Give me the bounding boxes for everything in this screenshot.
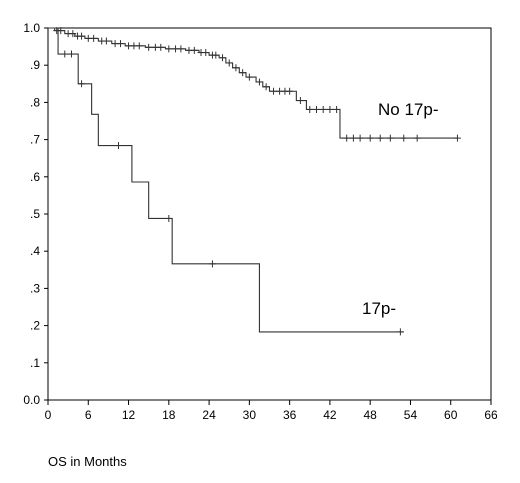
x-tick-label: 36 (283, 408, 297, 422)
survival-curve (48, 27, 404, 333)
x-tick-label: 54 (404, 408, 418, 422)
y-tick-label: .1 (30, 356, 40, 370)
censor-mark (67, 50, 75, 58)
x-tick-label: 18 (162, 408, 176, 422)
censor-mark (78, 80, 86, 88)
censor-mark (212, 51, 220, 59)
censor-mark (386, 134, 394, 142)
censor-mark (225, 59, 233, 67)
censor-mark (396, 328, 404, 336)
x-axis-title: OS in Months (48, 454, 127, 469)
y-tick-label: .4 (30, 244, 40, 258)
censor-mark (262, 83, 270, 91)
y-axis-ticks: 0.0 .1 .2 .3 .4 .5 .6 .7 .8 .9 1.0 (23, 21, 48, 407)
censor-mark (333, 105, 341, 113)
censor-mark (208, 260, 216, 268)
censor-mark (245, 73, 253, 81)
y-tick-label: .8 (30, 95, 40, 109)
x-tick-label: 30 (243, 408, 257, 422)
x-tick-label: 42 (323, 408, 337, 422)
censor-mark (296, 97, 304, 105)
censor-mark (413, 134, 421, 142)
censor-mark (376, 134, 384, 142)
y-tick-label: .6 (30, 170, 40, 184)
censor-mark (69, 30, 77, 38)
censor-mark (157, 43, 165, 51)
series-17p (48, 27, 404, 336)
censor-mark (78, 32, 86, 40)
x-tick-label: 6 (85, 408, 92, 422)
censor-mark (255, 78, 263, 86)
censor-mark (177, 45, 185, 53)
censor-mark (165, 214, 173, 222)
censor-mark (202, 49, 210, 57)
y-tick-label: .2 (30, 319, 40, 333)
censor-mark (306, 105, 314, 113)
censor-mark (190, 46, 198, 54)
plot-frame (47, 27, 492, 401)
series-label-no17p: No 17p- (378, 100, 438, 119)
censor-mark (453, 134, 461, 142)
censor-mark (312, 105, 320, 113)
y-tick-label: 1.0 (23, 21, 40, 35)
y-tick-label: .3 (30, 281, 40, 295)
censor-mark (319, 105, 327, 113)
censor-mark (239, 69, 247, 77)
x-axis-ticks: 0 6 12 18 24 30 36 42 48 54 60 66 (45, 400, 498, 422)
censor-mark (90, 34, 98, 42)
censor-mark (270, 87, 278, 95)
y-tick-label: 0.0 (23, 393, 40, 407)
x-tick-label: 60 (444, 408, 458, 422)
y-tick-label: .5 (30, 207, 40, 221)
censor-mark (286, 87, 294, 95)
y-tick-label: .7 (30, 133, 40, 147)
censor-mark (349, 134, 357, 142)
x-tick-label: 0 (45, 408, 52, 422)
x-tick-label: 24 (202, 408, 216, 422)
censor-mark (102, 37, 110, 45)
censor-mark (165, 45, 173, 53)
series-layer (48, 27, 461, 336)
censor-mark (400, 134, 408, 142)
censor-mark (145, 43, 153, 51)
censor-mark (116, 40, 124, 48)
survival-curve (48, 27, 458, 139)
x-tick-label: 12 (122, 408, 136, 422)
series-no17p (48, 27, 461, 142)
censor-mark (366, 134, 374, 142)
censor-mark (343, 134, 351, 142)
censor-mark (326, 105, 334, 113)
censor-mark (219, 54, 227, 62)
y-tick-label: .9 (30, 58, 40, 72)
x-tick-label: 66 (484, 408, 498, 422)
x-tick-label: 48 (364, 408, 378, 422)
censor-mark (356, 134, 364, 142)
censor-mark (114, 142, 122, 150)
series-label-17p: 17p- (362, 299, 396, 318)
censor-mark (61, 50, 69, 58)
censor-mark (232, 64, 240, 72)
censor-mark (135, 42, 143, 50)
